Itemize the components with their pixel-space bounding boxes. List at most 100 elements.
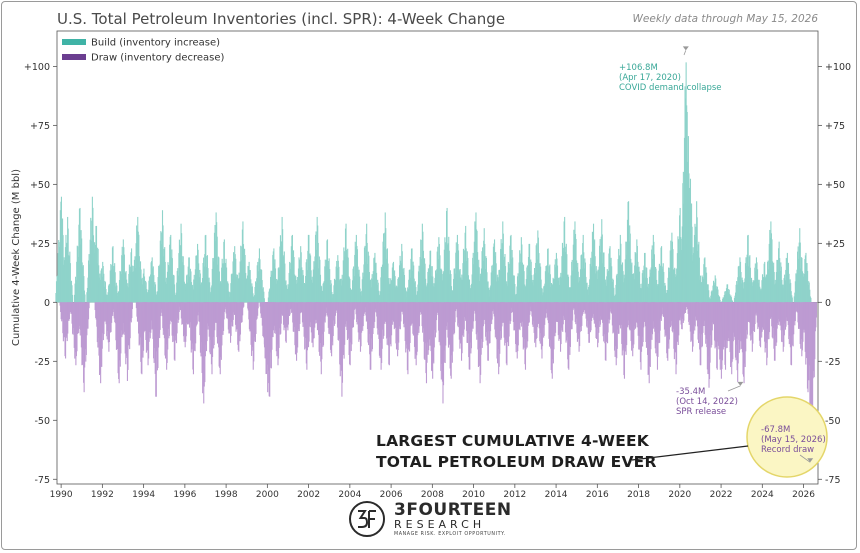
annotation-text: (Apr 17, 2020) xyxy=(619,73,681,83)
y-tick-label-left: 0 xyxy=(44,298,50,309)
draw-bar xyxy=(353,302,355,320)
build-bar xyxy=(263,291,265,303)
build-bar xyxy=(84,294,86,303)
build-bar xyxy=(719,299,721,303)
build-bar xyxy=(809,289,811,303)
y-tick-label-right: +75 xyxy=(825,121,845,132)
draw-bar xyxy=(572,302,574,321)
annotation-text: -35.4M xyxy=(676,387,705,397)
legend-swatch-draw xyxy=(62,54,86,60)
x-tick-label: 2020 xyxy=(668,490,691,500)
build-bar xyxy=(644,252,646,303)
draw-bar xyxy=(243,302,245,307)
build-bar xyxy=(810,297,812,303)
x-tick-label: 2002 xyxy=(297,490,320,500)
build-bar xyxy=(285,285,288,303)
legend-label-draw: Draw (inventory decrease) xyxy=(91,53,225,64)
draw-bar xyxy=(529,302,531,315)
y-tick-label-right: 0 xyxy=(825,298,831,309)
chart-title: U.S. Total Petroleum Inventories (incl. … xyxy=(57,10,506,28)
annotation-text: +106.8M xyxy=(619,63,658,73)
draw-bar xyxy=(374,302,376,322)
legend-swatch-build xyxy=(62,39,86,45)
annotation-arrowhead xyxy=(682,46,689,51)
y-tick-label-left: +100 xyxy=(24,62,50,73)
draw-bar xyxy=(131,302,133,319)
x-tick-label: 2010 xyxy=(462,490,485,500)
build-bar xyxy=(263,298,265,303)
y-tick-label-right: +100 xyxy=(825,62,851,73)
annotation-text: (Oct 14, 2022) xyxy=(676,397,738,407)
x-tick-label: 2014 xyxy=(545,490,568,500)
annotation-text: -67.8M xyxy=(761,425,790,435)
build-bar xyxy=(488,287,490,303)
annotation-text: (May 15, 2026) xyxy=(761,435,826,445)
draw-bar xyxy=(487,302,489,361)
x-tick-label: 2012 xyxy=(503,490,526,500)
draw-bar xyxy=(661,302,663,316)
x-tick-label: 1990 xyxy=(50,490,73,500)
draw-bar xyxy=(815,302,818,318)
annotation-text: Record draw xyxy=(761,445,814,455)
draw-bar xyxy=(364,302,366,313)
plot-area xyxy=(56,30,819,485)
build-bar xyxy=(450,286,453,303)
x-tick-label: 2006 xyxy=(380,490,403,500)
build-bar xyxy=(719,296,721,303)
build-bar xyxy=(613,287,615,303)
draw-bar xyxy=(257,302,259,309)
build-bar xyxy=(514,283,516,303)
callout-line-2: TOTAL PETROLEUM DRAW EVER xyxy=(376,453,657,471)
draw-bar xyxy=(131,302,133,310)
x-tick-label: 2000 xyxy=(256,490,279,500)
x-tick-label: 2016 xyxy=(586,490,609,500)
y-tick-label-left: +25 xyxy=(30,239,50,250)
annotation-arrow xyxy=(799,454,811,463)
brand-name: 3FOURTEEN xyxy=(394,500,512,520)
chart-subtitle: Weekly data through May 15, 2026 xyxy=(632,13,818,25)
draw-bar xyxy=(582,302,585,313)
draw-bar xyxy=(454,302,456,323)
draw-bar xyxy=(257,302,259,316)
annotation-arrow xyxy=(683,50,687,56)
build-bar xyxy=(791,297,793,303)
x-tick-label: 2024 xyxy=(751,490,774,500)
x-tick-label: 2018 xyxy=(627,490,650,500)
x-tick-label: 2022 xyxy=(710,490,733,500)
build-bar xyxy=(708,290,710,303)
build-bar xyxy=(71,285,73,303)
build-bar xyxy=(415,287,417,303)
y-tick-label-right: -50 xyxy=(825,416,841,427)
y-tick-label-left: -25 xyxy=(34,357,50,368)
callout-line-1: LARGEST CUMULATIVE 4-WEEK xyxy=(376,432,650,450)
y-tick-label-right: +50 xyxy=(825,180,845,191)
build-bar xyxy=(174,284,176,303)
x-tick-label: 1998 xyxy=(215,490,238,500)
y-tick-label-left: +50 xyxy=(30,180,50,191)
annotation-arrowhead xyxy=(807,458,814,463)
y-tick-label-left: -75 xyxy=(34,475,50,486)
y-tick-label-left: +75 xyxy=(30,121,50,132)
build-bar xyxy=(331,292,333,303)
build-bar xyxy=(730,297,732,303)
y-tick-label-right: -75 xyxy=(825,475,841,486)
y-axis-label: Cumulative 4-Week Change (M bbl) xyxy=(11,169,22,346)
build-bar xyxy=(349,288,352,303)
draw-bar xyxy=(400,302,402,322)
x-tick-label: 1992 xyxy=(91,490,114,500)
brand-tagline: MANAGE RISK. EXPLOIT OPPORTUNITY. xyxy=(394,532,506,537)
annotation-text: COVID demand collapse xyxy=(619,83,722,93)
legend-label-build: Build (inventory increase) xyxy=(91,38,220,49)
brand-sub: RESEARCH xyxy=(394,518,486,531)
x-tick-label: 2004 xyxy=(338,490,361,500)
draw-bar xyxy=(334,302,337,316)
build-bar xyxy=(731,300,734,303)
y-tick-label-right: -25 xyxy=(825,357,841,368)
draw-bar xyxy=(159,302,161,330)
draw-bar xyxy=(178,302,180,312)
x-tick-label: 1994 xyxy=(132,490,155,500)
x-tick-label: 2026 xyxy=(792,490,815,500)
build-bar xyxy=(405,290,407,303)
